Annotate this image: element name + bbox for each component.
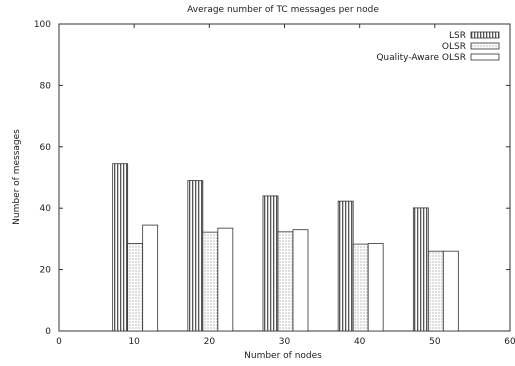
y-tick-label: 40 — [40, 204, 52, 214]
bar-lsr-50 — [412, 207, 429, 332]
x-tick-label: 40 — [354, 337, 366, 347]
y-tick-label: 60 — [40, 143, 52, 153]
x-tick-label: 50 — [429, 337, 441, 347]
bars-group — [112, 163, 459, 332]
bar-lsr-40 — [337, 200, 354, 332]
bar-lsr-20 — [187, 180, 204, 332]
bar-olsr-40 — [352, 243, 369, 332]
legend-label: Quality-Aware OLSR — [376, 53, 466, 63]
x-tick-label: 0 — [56, 337, 62, 347]
bar-quality-aware-olsr-40 — [367, 243, 384, 332]
legend-label: OLSR — [442, 42, 466, 52]
y-tick-label: 0 — [45, 327, 51, 337]
x-tick-label: 30 — [279, 337, 291, 347]
bar-quality-aware-olsr-50 — [442, 250, 459, 332]
bar-quality-aware-olsr-30 — [292, 229, 309, 332]
bar-olsr-20 — [202, 231, 219, 332]
x-tick-label: 10 — [128, 337, 140, 347]
bar-lsr-10 — [112, 163, 129, 332]
y-axis-label: Number of messages — [12, 129, 22, 225]
bar-olsr-30 — [277, 231, 294, 332]
y-axis: 0 20 40 60 80 100 — [34, 20, 510, 337]
bar-olsr-10 — [127, 243, 144, 332]
bar-lsr-30 — [262, 195, 279, 332]
y-tick-label: 20 — [40, 266, 52, 276]
bar-quality-aware-olsr-10 — [142, 224, 159, 332]
bar-olsr-50 — [427, 250, 444, 332]
y-tick-label: 80 — [40, 81, 52, 91]
x-axis-label: Number of nodes — [244, 351, 322, 361]
legend-swatch — [470, 42, 500, 50]
y-tick-label: 100 — [34, 20, 51, 30]
chart-title: Average number of TC messages per node — [187, 5, 379, 15]
x-tick-label: 60 — [504, 337, 515, 347]
bar-quality-aware-olsr-20 — [217, 227, 234, 332]
legend-swatch — [470, 53, 500, 61]
x-tick-label: 20 — [204, 337, 216, 347]
legend-label: LSR — [449, 31, 466, 41]
legend-swatch — [470, 31, 500, 39]
